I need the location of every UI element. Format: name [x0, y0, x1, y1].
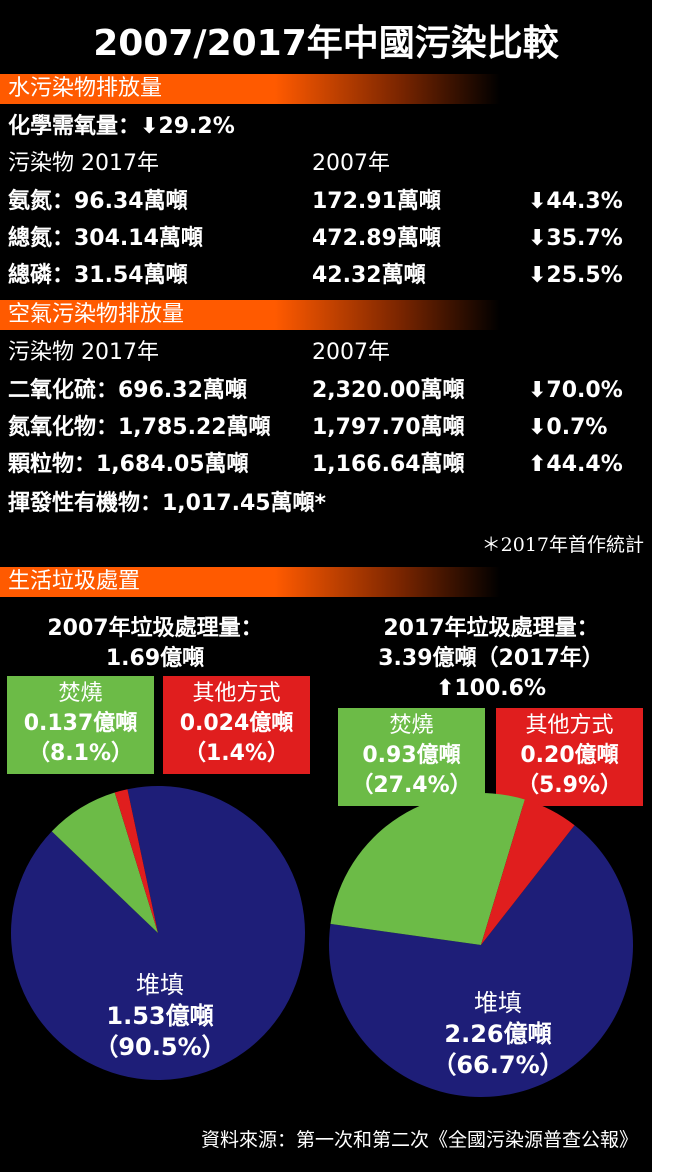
legend-2007-other: 其他方式 0.024億噸 （1.4%） — [163, 676, 310, 774]
pie-2017-title-line2: 3.39億噸（2017年） — [378, 646, 604, 671]
air-row-voc: 揮發性有機物：1,017.45萬噸* — [8, 487, 648, 521]
air-row-nox: 氮氧化物：1,785.22萬噸 1,797.70萬噸 ⬇0.7% — [8, 411, 648, 445]
pie-2007-landfill-label: 堆填 1.53億噸 （90.5%） — [60, 970, 260, 1063]
so2-2017: 二氧化硫：696.32萬噸 — [8, 378, 247, 403]
legend-2007-incineration-value: 0.137億噸 — [23, 711, 138, 736]
pie-2007-title-line1: 2007年垃圾處理量： — [47, 616, 263, 641]
pie-2007-landfill-name: 堆填 — [136, 971, 184, 999]
legend-2017-incineration-label: 焚燒 — [389, 713, 434, 738]
nitrogen-2007: 472.89萬噸 — [312, 226, 441, 251]
legend-2007-incineration-label: 焚燒 — [58, 681, 103, 706]
waste-section-heading: 生活垃圾處置 — [0, 567, 500, 597]
legend-2017-other-label: 其他方式 — [525, 713, 614, 738]
legend-2017-other-value: 0.20億噸 — [520, 743, 619, 768]
so2-change: ⬇70.0% — [528, 378, 623, 403]
air-section-heading: 空氣污染物排放量 — [0, 300, 500, 330]
air-header-2007: 2007年 — [312, 340, 390, 365]
air-row-so2: 二氧化硫：696.32萬噸 2,320.00萬噸 ⬇70.0% — [8, 374, 648, 408]
pie-2017-landfill-value: 2.26億噸 — [444, 1020, 552, 1048]
legend-2017-incineration-value: 0.93億噸 — [362, 743, 461, 768]
nox-2017: 氮氧化物：1,785.22萬噸 — [8, 415, 271, 440]
nitrogen-change: ⬇35.7% — [528, 226, 623, 251]
particulates-2007: 1,166.64萬噸 — [312, 452, 465, 477]
water-header-2017: 污染物 2017年 — [8, 151, 159, 176]
legend-2007-other-label: 其他方式 — [192, 681, 281, 706]
nox-2007: 1,797.70萬噸 — [312, 415, 465, 440]
pie-2007-landfill-percent: （90.5%） — [94, 1033, 226, 1061]
water-row-nitrogen: 總氮：304.14萬噸 472.89萬噸 ⬇35.7% — [8, 222, 648, 256]
cod-text: 化學需氧量：⬇29.2% — [8, 114, 235, 139]
cod-row: 化學需氧量：⬇29.2% — [8, 110, 648, 144]
pie-2007-slice-incineration — [51, 792, 158, 933]
air-row-particulates: 顆粒物：1,684.05萬噸 1,166.64萬噸 ⬆44.4% — [8, 448, 648, 482]
pie-2017-slice-other — [481, 799, 575, 945]
pie-charts — [10, 785, 634, 1097]
air-header-2017: 污染物 2017年 — [8, 340, 159, 365]
nox-change: ⬇0.7% — [528, 415, 608, 440]
particulates-change: ⬆44.4% — [528, 452, 623, 477]
phosphorus-2007: 42.32萬噸 — [312, 263, 426, 288]
air-header-row: 污染物 2017年 2007年 — [8, 336, 648, 370]
water-row-phosphorus: 總磷：31.54萬噸 42.32萬噸 ⬇25.5% — [8, 259, 648, 293]
legend-2017-incineration-percent: （27.4%） — [351, 773, 472, 798]
legend-2017-other-percent: （5.9%） — [516, 773, 623, 798]
pie-2017-slice-landfill — [329, 825, 634, 1097]
pie-2007-title-line2: 1.69億噸 — [105, 646, 205, 671]
water-row-ammonia: 氨氮：96.34萬噸 172.91萬噸 ⬇44.3% — [8, 185, 648, 219]
so2-2007: 2,320.00萬噸 — [312, 378, 465, 403]
legend-2017-incineration: 焚燒 0.93億噸 （27.4%） — [338, 708, 485, 806]
phosphorus-change: ⬇25.5% — [528, 263, 623, 288]
pie-2017-landfill-percent: （66.7%） — [432, 1051, 564, 1079]
water-heading-text: 水污染物排放量 — [8, 76, 163, 101]
voc-text: 揮發性有機物：1,017.45萬噸* — [8, 491, 327, 516]
page-title: 2007/2017年中國污染比較 — [93, 23, 559, 64]
pie-2007-title: 2007年垃圾處理量： 1.69億噸 — [0, 614, 310, 674]
pie-2007-landfill-value: 1.53億噸 — [106, 1002, 214, 1030]
pie-2007-slice-landfill — [10, 785, 305, 1080]
pie-2017-landfill-label: 堆填 2.26億噸 （66.7%） — [398, 988, 598, 1081]
source-citation: 資料來源：第一次和第二次《全國污染源普查公報》 — [200, 1129, 638, 1151]
water-header-row: 污染物 2017年 2007年 — [8, 147, 648, 181]
footnote: ＊2017年首作統計 — [481, 534, 644, 556]
pie-2007 — [10, 785, 305, 1080]
pie-2017-landfill-name: 堆填 — [474, 989, 522, 1017]
water-section-heading: 水污染物排放量 — [0, 74, 500, 104]
pie-2017-title-line1: 2017年垃圾處理量： — [383, 616, 599, 641]
ammonia-2007: 172.91萬噸 — [312, 189, 441, 214]
pie-2017-title: 2017年垃圾處理量： 3.39億噸（2017年） ⬆100.6% — [330, 614, 652, 704]
pie-2017-slice-incineration — [330, 793, 525, 945]
legend-2007-other-percent: （1.4%） — [183, 741, 290, 766]
legend-2007-other-value: 0.024億噸 — [179, 711, 294, 736]
particulates-2017: 顆粒物：1,684.05萬噸 — [8, 452, 249, 477]
water-header-2007: 2007年 — [312, 151, 390, 176]
phosphorus-2017: 總磷：31.54萬噸 — [8, 263, 188, 288]
pie-2007-slice-other — [114, 789, 158, 933]
infographic-panel: 2007/2017年中國污染比較 水污染物排放量 化學需氧量：⬇29.2% 污染… — [0, 0, 652, 1172]
ammonia-change: ⬇44.3% — [528, 189, 623, 214]
nitrogen-2017: 總氮：304.14萬噸 — [8, 226, 203, 251]
legend-2007-incineration-percent: （8.1%） — [27, 741, 134, 766]
ammonia-2017: 氨氮：96.34萬噸 — [8, 189, 188, 214]
air-heading-text: 空氣污染物排放量 — [8, 302, 185, 327]
pie-2017-title-line3: ⬆100.6% — [435, 676, 547, 701]
legend-2007-incineration: 焚燒 0.137億噸 （8.1%） — [7, 676, 154, 774]
pie-2017 — [329, 793, 634, 1097]
waste-heading-text: 生活垃圾處置 — [8, 569, 141, 594]
legend-2017-other: 其他方式 0.20億噸 （5.9%） — [496, 708, 643, 806]
